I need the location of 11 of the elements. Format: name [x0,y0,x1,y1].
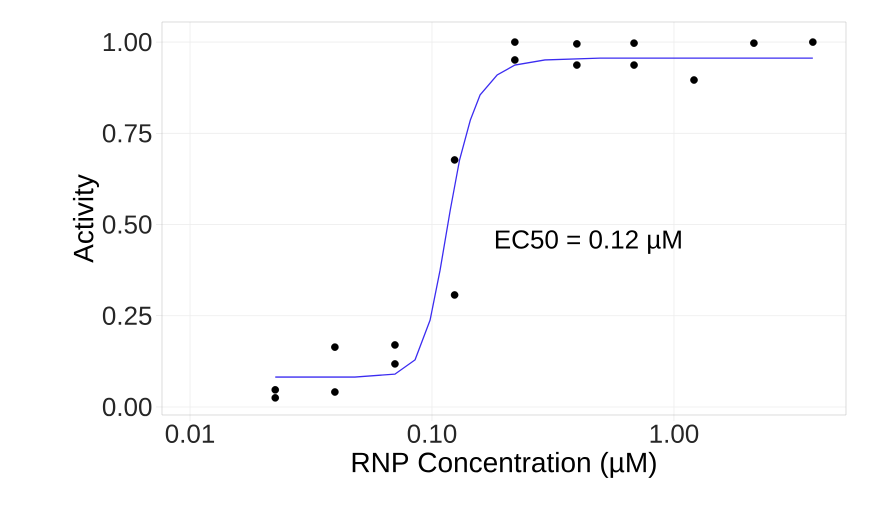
annotation: EC50 = 0.12 µM [496,230,681,254]
y-tick-label: 0.00 [102,398,152,416]
x-tick-label: 1.00 [650,424,698,443]
y-tick-label: 0.75 [102,124,152,142]
y-tick-label: 1.00 [104,32,152,52]
x-tick-label: 0.10 [408,424,456,443]
x-tick-label: 0.01 [166,424,214,443]
x-axis-title: RNP Concentration (µM) [352,452,656,478]
y-tick-label: 0.25 [102,306,152,325]
y-tick-label: 0.50 [102,215,152,234]
y-axis-title: Activity [72,174,99,263]
